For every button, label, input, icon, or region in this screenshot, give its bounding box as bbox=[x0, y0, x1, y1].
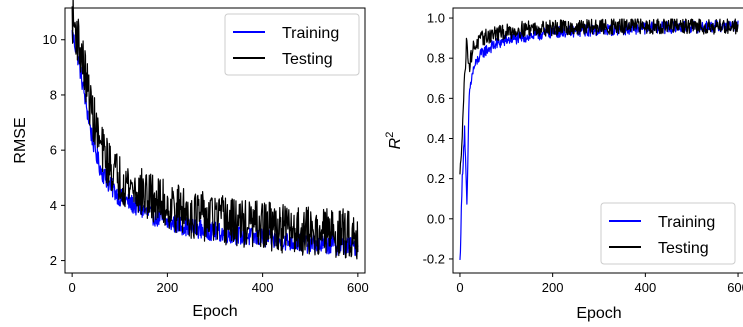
rmse-y-tick-label: 6 bbox=[50, 143, 57, 158]
r2-legend-training-label: Training bbox=[658, 214, 715, 231]
r2-y-axis-label-sup: 2 bbox=[384, 132, 396, 138]
rmse-x-axis-label: Epoch bbox=[192, 303, 237, 320]
rmse-series-group bbox=[71, 0, 359, 260]
rmse-testing-line bbox=[71, 0, 359, 260]
r2-testing-line bbox=[459, 18, 739, 175]
rmse-y-tick-label: 2 bbox=[50, 253, 57, 268]
r2-y-tick-label: -0.2 bbox=[423, 251, 445, 266]
r2-y-tick-label: 1.0 bbox=[427, 11, 445, 26]
r2-x-tick-label: 600 bbox=[727, 280, 743, 295]
rmse-x-tick-label: 400 bbox=[252, 280, 274, 295]
r2-y-ticks: -0.2 0.0 0.2 0.4 0.6 0.8 1.0 bbox=[423, 11, 453, 266]
rmse-y-ticks: 2 4 6 8 10 bbox=[43, 32, 65, 268]
rmse-y-axis-label: RMSE bbox=[12, 117, 29, 163]
rmse-y-tick-label: 4 bbox=[50, 198, 57, 213]
rmse-chart: 0 200 400 600 2 4 6 8 10 Epoch RMSE Training Te… bbox=[12, 0, 369, 320]
r2-legend: Training Testing bbox=[600, 202, 736, 265]
rmse-legend-testing-label: Testing bbox=[282, 51, 333, 68]
r2-y-tick-label: 0.4 bbox=[427, 131, 445, 146]
r2-y-axis-label: R2 bbox=[384, 132, 404, 150]
rmse-y-tick-label: 10 bbox=[43, 32, 57, 47]
rmse-legend-box bbox=[224, 13, 360, 76]
r2-x-tick-label: 0 bbox=[456, 280, 463, 295]
r2-series-group bbox=[459, 18, 739, 260]
r2-legend-box bbox=[600, 202, 736, 265]
r2-x-tick-label: 400 bbox=[634, 280, 656, 295]
rmse-y-tick-label: 8 bbox=[50, 87, 57, 102]
r2-y-tick-label: 0.8 bbox=[427, 51, 445, 66]
rmse-x-ticks: 0 200 400 600 bbox=[69, 273, 369, 295]
rmse-legend-training-label: Training bbox=[282, 25, 339, 42]
rmse-plot-frame bbox=[64, 7, 366, 274]
rmse-x-tick-label: 200 bbox=[157, 280, 179, 295]
r2-x-tick-label: 200 bbox=[542, 280, 564, 295]
r2-y-tick-label: 0.0 bbox=[427, 211, 445, 226]
rmse-x-tick-label: 600 bbox=[347, 280, 369, 295]
rmse-training-line bbox=[71, 30, 359, 257]
r2-y-tick-label: 0.2 bbox=[427, 171, 445, 186]
r2-x-ticks: 0 200 400 600 bbox=[456, 273, 743, 295]
r2-x-axis-label: Epoch bbox=[576, 305, 621, 322]
rmse-x-tick-label: 0 bbox=[69, 280, 76, 295]
r2-y-tick-label: 0.6 bbox=[427, 91, 445, 106]
r2-legend-testing-label: Testing bbox=[658, 240, 709, 257]
r2-y-axis-label-base: R bbox=[387, 137, 404, 149]
rmse-legend: Training Testing bbox=[224, 13, 360, 76]
r2-plot-frame bbox=[452, 7, 743, 274]
